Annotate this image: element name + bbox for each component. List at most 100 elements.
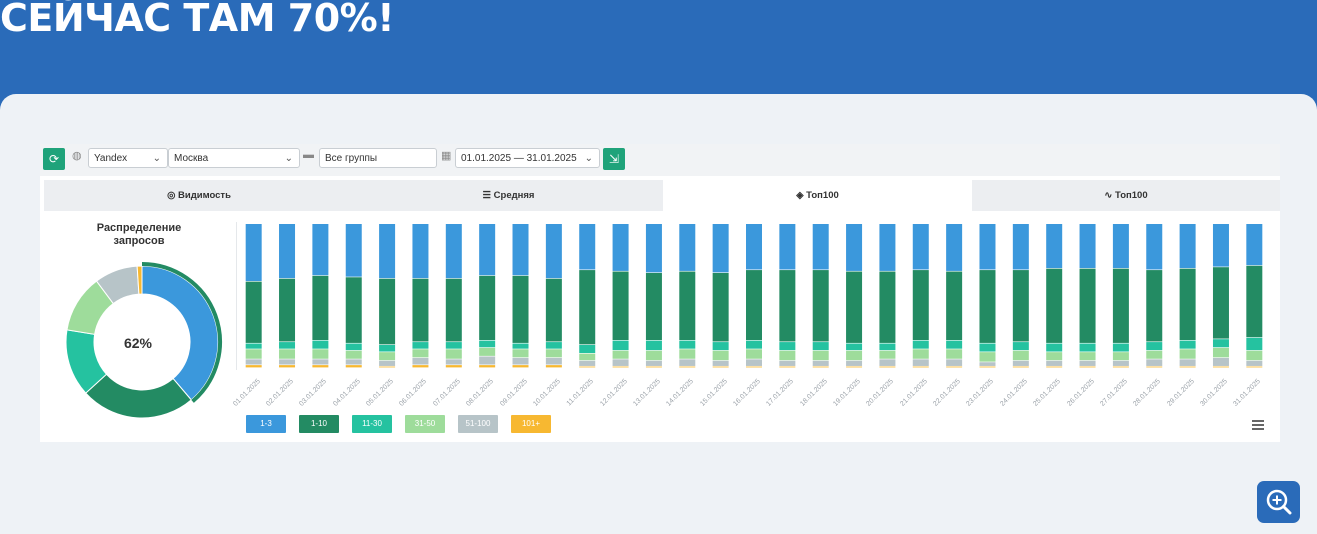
tab-top100-trend[interactable]: ∿ Топ100 xyxy=(972,180,1280,211)
bar-segment-101+ xyxy=(512,365,529,368)
bar-segment-51-100 xyxy=(712,360,729,366)
bar-segment-31-50 xyxy=(579,353,596,361)
bar-segment-31-50 xyxy=(512,349,529,358)
distribution-title-line1: Распределение xyxy=(96,222,182,234)
bar-segment-1-10 xyxy=(1179,268,1196,341)
bar-segment-11-30 xyxy=(1012,342,1029,351)
bar-segment-1-10 xyxy=(1246,265,1263,338)
bar-segment-31-50 xyxy=(1212,347,1229,358)
bar-segment-31-50 xyxy=(379,352,396,361)
stacked-bar-chart xyxy=(236,222,1271,370)
bar-segment-31-50 xyxy=(812,350,829,361)
export-button[interactable]: ⇲ xyxy=(603,148,625,170)
chart-menu-icon[interactable] xyxy=(1252,420,1264,432)
bar-segment-51-100 xyxy=(1246,360,1263,366)
date-range-value: 01.01.2025 — 31.01.2025 xyxy=(461,153,577,164)
tab-bar: ◎ Видимость ☰ Средняя ◈ Топ100 ∿ Топ100 xyxy=(44,180,1280,211)
bar-segment-101+ xyxy=(412,365,429,368)
bar-segment-101+ xyxy=(245,365,262,368)
date-range-select[interactable]: 01.01.2025 — 31.01.2025 ⌄ xyxy=(455,148,600,168)
bar-segment-51-100 xyxy=(779,360,796,366)
bar-segment-1-10 xyxy=(1146,270,1163,342)
bar-segment-1-10 xyxy=(879,271,896,343)
tab-label: Топ100 xyxy=(806,190,839,201)
bar-segment-31-50 xyxy=(679,349,696,359)
bar-segment-51-100 xyxy=(612,359,629,366)
bar-segment-31-50 xyxy=(779,350,796,361)
bar-segment-51-100 xyxy=(1146,359,1163,366)
legend-item-11-30[interactable]: 11-30 xyxy=(352,415,392,433)
bar-segment-1-10 xyxy=(279,278,296,342)
zoom-button[interactable] xyxy=(1257,481,1300,523)
bar-segment-51-100 xyxy=(579,360,596,366)
bar-segment-1-10 xyxy=(946,271,963,341)
bar-segment-11-30 xyxy=(279,342,296,349)
bar-segment-31-50 xyxy=(846,350,863,361)
legend-item-51-100[interactable]: 51-100 xyxy=(458,415,498,433)
tab-average[interactable]: ☰ Средняя xyxy=(354,180,663,211)
tab-label: Средняя xyxy=(493,190,535,201)
bar-segment-31-50 xyxy=(479,347,496,356)
distribution-title: Распределение запросов xyxy=(80,222,198,248)
chevron-down-icon: ⌄ xyxy=(584,153,593,164)
legend-item-1-10[interactable]: 1-10 xyxy=(299,415,339,433)
bar-segment-51-100 xyxy=(679,359,696,366)
bar-segment-1-10 xyxy=(1046,268,1063,343)
bar-segment-101+ xyxy=(1146,366,1163,368)
bar-segment-1-3 xyxy=(912,224,929,270)
bar-segment-11-30 xyxy=(712,342,729,351)
donut-slice-101+ xyxy=(136,265,143,295)
bar-segment-31-50 xyxy=(445,349,462,359)
refresh-button[interactable]: ⟳ xyxy=(43,148,65,170)
bar-segment-1-3 xyxy=(479,224,496,276)
bar-segment-31-50 xyxy=(979,352,996,362)
bar-segment-11-30 xyxy=(612,340,629,351)
bar-segment-101+ xyxy=(879,366,896,368)
groups-field[interactable]: Все группы xyxy=(319,148,437,168)
bar-segment-101+ xyxy=(279,365,296,368)
bar-segment-1-3 xyxy=(245,224,262,281)
bar-segment-1-10 xyxy=(912,270,929,341)
tab-top100-distribution[interactable]: ◈ Топ100 xyxy=(663,180,972,211)
legend-item-31-50[interactable]: 31-50 xyxy=(405,415,445,433)
region-select[interactable]: Москва ⌄ xyxy=(168,148,300,168)
bar-segment-11-30 xyxy=(379,344,396,352)
list-icon: ☰ xyxy=(482,190,494,201)
bar-segment-11-30 xyxy=(746,340,762,349)
bar-segment-11-30 xyxy=(312,340,329,349)
engine-value: Yandex xyxy=(94,153,128,164)
bar-segment-1-3 xyxy=(312,224,329,276)
engine-select[interactable]: Yandex ⌄ xyxy=(88,148,168,168)
bar-segment-1-3 xyxy=(1046,224,1063,269)
bar-segment-1-3 xyxy=(1179,224,1196,269)
bar-segment-51-100 xyxy=(1179,359,1196,366)
bar-segment-1-3 xyxy=(1112,224,1129,269)
bar-segment-101+ xyxy=(1012,366,1029,368)
bar-segment-51-100 xyxy=(812,360,829,366)
bar-segment-31-50 xyxy=(612,350,629,359)
bar-segment-51-100 xyxy=(879,359,896,366)
bar-segment-1-10 xyxy=(412,278,429,342)
bar-segment-1-10 xyxy=(312,275,329,341)
bar-segment-1-10 xyxy=(779,270,796,342)
bar-segment-1-3 xyxy=(412,224,429,279)
bar-segment-1-10 xyxy=(645,272,662,341)
layers-icon: ◈ xyxy=(796,190,807,201)
bar-segment-1-3 xyxy=(812,224,829,270)
chevron-down-icon: ⌄ xyxy=(284,153,293,164)
bar-segment-51-100 xyxy=(979,362,996,366)
tab-visibility[interactable]: ◎ Видимость xyxy=(44,180,354,211)
bar-segment-1-3 xyxy=(712,224,729,273)
bar-segment-101+ xyxy=(1079,366,1096,368)
legend-item-101+[interactable]: 101+ xyxy=(511,415,551,433)
bar-segment-1-10 xyxy=(812,270,829,342)
bar-segment-31-50 xyxy=(912,349,929,359)
legend-item-1-3[interactable]: 1-3 xyxy=(246,415,286,433)
bar-segment-11-30 xyxy=(779,342,796,351)
bar-segment-11-30 xyxy=(512,343,529,349)
bar-segment-11-30 xyxy=(1212,339,1229,348)
bar-segment-51-100 xyxy=(746,359,762,366)
bar-segment-101+ xyxy=(1046,366,1063,368)
bar-segment-101+ xyxy=(812,366,829,368)
bar-segment-101+ xyxy=(979,366,996,368)
